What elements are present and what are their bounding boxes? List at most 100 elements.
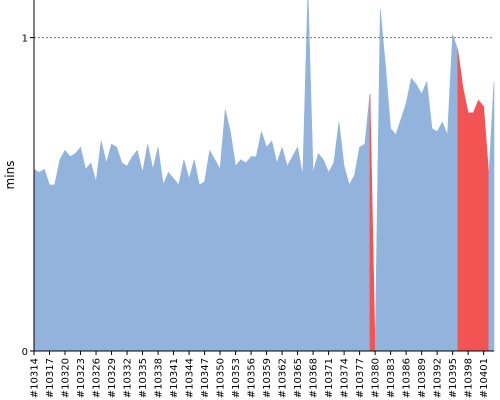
area-segment-#10346 [193,159,200,352]
area-segment-#10335 [137,150,143,352]
area-segment-#10398 [462,87,469,352]
area-segment-#10365 [292,147,298,352]
area-segment-#10320 [59,150,66,352]
x-tick-label: #10314 [30,358,41,398]
area-segment-#10357 [250,156,257,352]
area-segment-#10348 [204,150,211,352]
area-segment-#10387 [405,78,412,352]
area-segment-#10400 [473,100,479,352]
area-segment-#10368 [307,0,314,352]
area-segment-#10339 [157,147,164,352]
area-segment-#10316 [38,168,45,352]
area-segment-#10359 [261,131,267,352]
area-segment-#10403 [488,81,495,352]
x-tick-label: #10335 [138,358,149,398]
area-segment-#10351 [219,109,226,352]
x-tick-label: #10320 [61,358,72,398]
area-segment-#10395 [447,34,453,352]
area-segment-#10367 [302,0,309,352]
x-tick-label: #10398 [464,358,475,398]
x-tick-label: #10374 [340,358,351,398]
area-segment-#10397 [457,50,464,352]
area-segment-#10321 [64,149,71,352]
area-segment-#10341 [168,171,174,352]
y-axis-label: mins [3,161,17,190]
area-segment-#10385 [395,118,402,352]
area-segment-#10374 [338,122,345,352]
area-segment-#10352 [224,109,231,352]
y-tick-label: 1 [22,34,28,45]
area-segment-#10371 [323,159,329,352]
area-segment-#10354 [235,158,242,352]
area-segment-#10370 [317,152,324,352]
area-segment-#10399 [467,112,474,352]
x-tick-label: #10380 [371,358,382,398]
area-segment-#10363 [281,147,288,352]
area-segment-#10402 [483,106,490,352]
x-tick-label: #10395 [448,358,459,398]
x-tick-label: #10350 [216,358,227,398]
area-segment-#10322 [69,153,76,352]
area-segment-#10356 [245,155,252,352]
area-segment-#10384 [390,127,397,352]
area-segment-#10319 [54,159,61,352]
area-segment-#10345 [188,159,195,352]
area-segment-#10386 [400,103,407,352]
area-segment-#10350 [214,159,221,352]
x-ticks: #10314 #10317 #10320 #10323 #10326 #10329 #103… [30,351,490,398]
area-segment-#10393 [436,122,443,352]
area-segment-#10382 [379,9,386,352]
area-segment-#10349 [209,150,216,352]
y-ticks: 01 [22,34,34,358]
x-tick-label: #10359 [262,358,273,398]
area-segment-#10315 [33,168,40,352]
area-segment-#10332 [121,162,128,352]
area-segment-#10380 [369,94,376,352]
x-tick-label: #10317 [45,358,56,398]
area-segment-#10347 [199,181,205,352]
area-segment-#10383 [385,65,391,352]
area-segment-#10330 [111,143,117,352]
area-segment-#10362 [276,147,283,352]
area-segment-#10360 [266,140,273,352]
area-segment-#10361 [271,140,278,352]
x-tick-label: #10347 [200,358,211,398]
area-segment-#10364 [286,156,293,352]
area-segment-#10325 [85,162,92,352]
area-segment-#10369 [312,153,319,352]
x-tick-label: #10368 [309,358,320,398]
x-tick-label: #10365 [293,358,304,398]
area-segment-#10392 [431,127,438,352]
area-segment-#10366 [297,147,304,352]
x-tick-label: #10386 [402,358,413,398]
x-tick-label: #10329 [107,358,118,398]
area-segment-#10342 [173,177,180,352]
area-segment-#10355 [240,159,247,352]
area-segment-#10331 [116,147,123,352]
area-segment-#10344 [183,159,190,352]
x-tick-label: #10401 [479,358,490,398]
area-segment-#10334 [131,149,138,352]
area-segment-#10317 [44,169,50,352]
y-tick-label: 0 [22,347,28,358]
x-tick-label: #10353 [231,358,242,398]
area-segment-#10340 [162,172,169,352]
area-segment-#10328 [100,140,107,352]
area-segment-#10391 [426,81,433,352]
series-layer [33,0,495,352]
x-tick-label: #10362 [278,358,289,398]
x-tick-label: #10344 [185,358,196,398]
area-segment-#10336 [142,144,149,352]
area-segment-#10376 [348,175,355,352]
x-tick-label: #10356 [247,358,258,398]
area-segment-#10338 [152,147,159,352]
x-tick-label: #10383 [386,358,397,398]
x-tick-label: #10338 [154,358,165,398]
area-segment-#10353 [230,131,236,352]
area-segment-#10375 [343,166,350,352]
area-segment-#10323 [75,146,81,352]
area-segment-#10396 [452,34,459,352]
area-segment-#10372 [328,162,335,352]
